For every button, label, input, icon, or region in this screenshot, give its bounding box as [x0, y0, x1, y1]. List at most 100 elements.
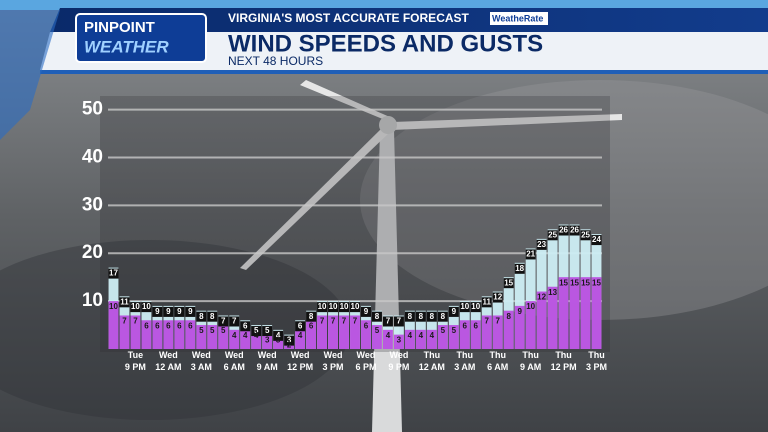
bar	[393, 315, 404, 349]
data-label: 7	[232, 317, 237, 326]
label-box	[547, 230, 558, 241]
bar	[229, 329, 240, 349]
data-label: 11	[120, 297, 129, 306]
label-box	[273, 330, 284, 341]
data-label: 5	[375, 326, 380, 335]
label-box	[229, 316, 240, 327]
data-label: 5	[199, 326, 204, 335]
bar	[580, 277, 591, 349]
data-label: 8	[430, 312, 435, 321]
bar	[251, 329, 262, 349]
bar	[404, 329, 415, 349]
y-tick-label: 30	[82, 194, 103, 215]
bar	[361, 320, 371, 349]
data-label: 5	[265, 326, 270, 335]
data-label: 8	[419, 312, 424, 321]
bar	[108, 301, 119, 349]
logo-text: WEATHER	[84, 37, 169, 56]
data-label: 6	[474, 321, 479, 330]
data-label: 10	[526, 302, 535, 311]
bar	[328, 315, 338, 349]
label-box	[174, 306, 185, 317]
data-label: 15	[592, 278, 601, 287]
bar	[525, 301, 536, 349]
data-label: 4	[298, 331, 303, 340]
data-label: 5	[210, 326, 215, 335]
data-label: 4	[386, 331, 391, 340]
label-box	[284, 335, 295, 346]
bar	[262, 334, 273, 349]
label-box	[492, 292, 503, 303]
data-label: 21	[526, 250, 535, 259]
bar	[481, 315, 492, 349]
label-box	[218, 316, 229, 327]
bar	[240, 329, 251, 349]
cloud	[360, 80, 768, 320]
data-label: 15	[559, 278, 568, 287]
label-box	[251, 326, 262, 337]
data-label: 8	[199, 312, 204, 321]
label-box	[306, 311, 317, 322]
data-label: 25	[548, 230, 557, 239]
data-label: 6	[298, 321, 303, 330]
data-label: 7	[320, 317, 325, 326]
bar	[141, 320, 152, 349]
label-box	[415, 311, 426, 322]
logo	[75, 13, 207, 63]
x-tick-label: Thu 12 PM	[551, 350, 577, 372]
x-tick-label: Wed 12 AM	[155, 350, 181, 372]
data-label: 10	[109, 302, 118, 311]
bar	[196, 325, 207, 349]
data-label: 8	[506, 312, 511, 321]
bar	[448, 325, 459, 349]
data-label: 26	[559, 226, 568, 235]
label-box	[350, 302, 360, 313]
bar	[547, 286, 558, 349]
label-box	[393, 316, 404, 327]
data-label: 10	[460, 302, 469, 311]
data-label: 4	[408, 331, 413, 340]
x-tick-label: Wed 9 AM	[257, 350, 278, 372]
label-box	[371, 311, 382, 322]
bar	[514, 305, 525, 349]
label-box	[382, 316, 393, 327]
x-tick-label: Wed 3 AM	[191, 350, 212, 372]
data-label: 5	[441, 326, 446, 335]
data-label: 3	[265, 336, 270, 345]
label-box	[328, 302, 339, 313]
bar	[306, 320, 317, 349]
bar	[174, 320, 185, 349]
label-box	[503, 278, 514, 289]
y-tick-label: 40	[82, 146, 103, 167]
bar	[295, 329, 306, 349]
bar	[339, 315, 349, 349]
data-label: 10	[318, 302, 327, 311]
bar	[591, 277, 602, 349]
data-label: 8	[375, 312, 380, 321]
x-tick-label: Thu 3 PM	[586, 350, 607, 372]
data-label: 7	[353, 317, 358, 326]
data-label: 17	[109, 269, 118, 278]
data-label: 9	[452, 307, 457, 316]
data-label: 7	[342, 317, 347, 326]
x-tick-label: Thu 9 AM	[520, 350, 541, 372]
bar	[350, 315, 360, 349]
bar	[558, 277, 569, 349]
data-label: 6	[243, 321, 248, 330]
bar	[393, 334, 404, 349]
data-label: 8	[210, 312, 215, 321]
data-label: 10	[351, 302, 360, 311]
bar	[207, 325, 218, 349]
data-label: 23	[537, 240, 546, 249]
data-label: 9	[155, 307, 160, 316]
data-label: 8	[441, 312, 446, 321]
data-label: 4	[276, 331, 281, 340]
x-tick-label: Wed 6 AM	[224, 350, 245, 372]
data-label: 24	[592, 235, 601, 244]
label-box	[525, 249, 536, 260]
tagline: VIRGINIA'S MOST ACCURATE FORECAST	[228, 11, 470, 25]
label-box	[569, 225, 580, 236]
data-label: 7	[397, 317, 402, 326]
